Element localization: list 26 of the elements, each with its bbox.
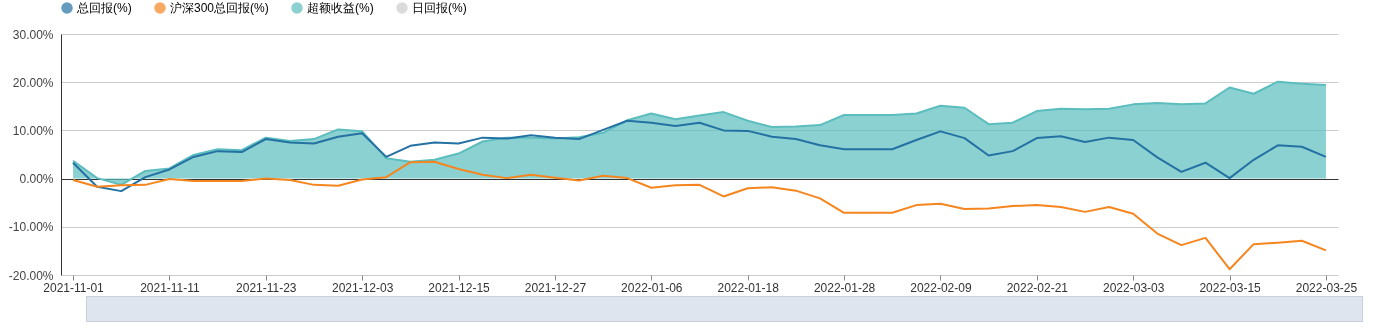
x-tick-label: 2021-11-23 <box>236 280 297 295</box>
line-series <box>72 119 1327 193</box>
legend-label: 超额收益(%) <box>307 1 374 15</box>
y-tick-label: 10.00% <box>12 123 54 138</box>
line-series <box>72 160 1327 271</box>
legend-label: 沪深300总回报(%) <box>170 1 269 15</box>
y-tick-label: -10.00% <box>8 220 54 235</box>
x-tick-label: 2022-01-28 <box>813 280 876 295</box>
y-tick-label: 30.00% <box>12 27 54 42</box>
x-tick-label: 2022-03-25 <box>1295 280 1358 295</box>
x-tick-label: 2021-12-15 <box>428 280 491 295</box>
x-tick-label: 2021-12-03 <box>331 280 394 295</box>
x-tick-label: 2022-01-06 <box>621 280 683 295</box>
x-tick-label: 2021-11-11 <box>140 280 201 295</box>
legend-label: 日回报(%) <box>412 1 467 15</box>
legend-label: 总回报(%) <box>76 1 132 15</box>
x-tick-label: 2021-11-01 <box>43 280 105 295</box>
x-tick-label: 2021-12-27 <box>524 280 587 295</box>
x-tick-label: 2022-03-03 <box>1103 280 1165 295</box>
y-tick-label: 0.00% <box>19 172 54 187</box>
x-tick-label: 2022-02-09 <box>910 280 972 295</box>
x-tick-label: 2022-02-21 <box>1006 280 1069 295</box>
x-tick-label: 2022-03-15 <box>1199 280 1262 295</box>
y-tick-label: -20.00% <box>8 268 54 283</box>
y-tick-label: 20.00% <box>12 75 54 90</box>
x-tick-label: 2022-01-18 <box>717 280 780 295</box>
